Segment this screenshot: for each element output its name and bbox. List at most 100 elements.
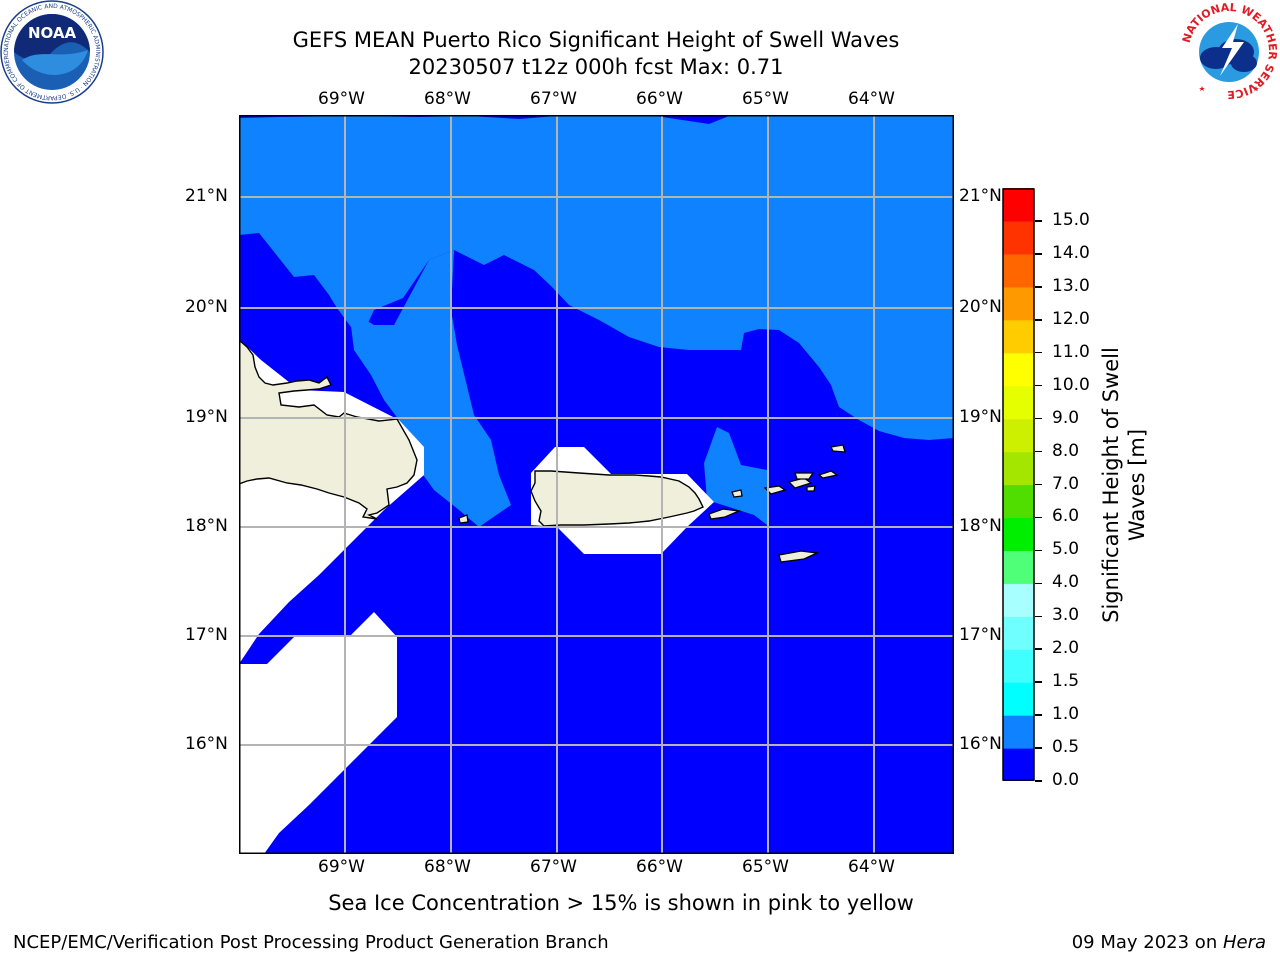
lat-label-left: 18°N: [185, 516, 228, 536]
colorbar-swatch: [1003, 253, 1034, 288]
lon-label-bottom: 69°W: [318, 857, 365, 877]
colorbar-tick-label: 7.0: [1052, 473, 1080, 494]
footer-credit: NCEP/EMC/Verification Post Processing Pr…: [13, 932, 609, 953]
colorbar-tick-mark: [1035, 615, 1042, 618]
chart-subtitle: 20230507 t12z 000h fcst Max: 0.71: [408, 55, 784, 79]
colorbar-tick-label: 11.0: [1052, 341, 1090, 362]
colorbar-tick-mark: [1035, 384, 1042, 387]
colorbar-swatch: [1003, 583, 1034, 617]
colorbar-swatch: [1003, 682, 1034, 716]
colorbar-tick-label: 1.0: [1052, 704, 1080, 725]
lon-label-top: 65°W: [742, 89, 789, 109]
lon-label-bottom: 65°W: [742, 857, 789, 877]
nws-logo: NATIONAL WEATHER SERVICE: [1179, 1, 1279, 101]
colorbar-swatch: [1003, 319, 1034, 354]
lon-label-top: 64°W: [848, 89, 895, 109]
colorbar-tick-label: 5.0: [1052, 539, 1080, 560]
swell-level-0p5-1: [349, 250, 511, 527]
colorbar-tick-mark: [1035, 220, 1042, 222]
lat-label-left: 20°N: [185, 297, 228, 317]
land-islet: [778, 550, 820, 563]
land-hispaniola: [239, 339, 418, 520]
colorbar-swatch: [1003, 220, 1034, 255]
colorbar-swatch: [1003, 616, 1034, 650]
footer-date: 09 May 2023 on Hera: [1072, 932, 1266, 953]
colorbar-swatch: [1003, 715, 1034, 749]
colorbar-swatch: [1003, 188, 1034, 222]
noaa-logo: NATIONAL OCEANIC AND ATMOSPHERIC ADMINIS…: [0, 0, 104, 104]
land-islet: [458, 514, 469, 524]
colorbar-tick-mark: [1035, 286, 1042, 288]
footer-date-text: 09 May 2023 on: [1071, 932, 1223, 953]
colorbar-swatch: [1003, 418, 1034, 453]
colorbar-tick-label: 13.0: [1052, 275, 1090, 296]
colorbar-swatch: [1003, 748, 1034, 781]
colorbar-tick-mark: [1035, 253, 1042, 255]
colorbar-tick-label: 2.0: [1052, 638, 1080, 659]
colorbar-tick-label: 15.0: [1052, 209, 1090, 230]
colorbar-swatch: [1003, 286, 1034, 321]
colorbar-tick-label: 14.0: [1052, 242, 1090, 263]
lon-label-top: 68°W: [424, 89, 471, 109]
colorbar-tick-mark: [1035, 747, 1042, 749]
colorbar-tick-mark: [1035, 417, 1042, 420]
colorbar-tick-mark: [1035, 714, 1042, 716]
colorbar-tick-mark: [1035, 351, 1042, 354]
lon-label-bottom: 66°W: [636, 857, 683, 877]
colorbar-swatch: [1003, 649, 1034, 683]
land-islet: [731, 489, 743, 498]
land-islet: [708, 508, 742, 520]
land-islet: [830, 444, 846, 453]
lat-label-left: 16°N: [185, 734, 228, 754]
colorbar: [1002, 188, 1035, 781]
lat-label-left: 21°N: [185, 186, 228, 206]
map-gridlines: [239, 115, 954, 854]
lat-label-right: 18°N: [959, 516, 1002, 536]
lat-label-right: 20°N: [959, 297, 1002, 317]
colorbar-tick-mark: [1035, 483, 1042, 486]
lat-label-right: 21°N: [959, 186, 1002, 206]
colorbar-tick-mark: [1035, 582, 1042, 585]
colorbar-tick-mark: [1035, 450, 1042, 453]
colorbar-tick-label: 12.0: [1052, 308, 1090, 329]
colorbar-tick-label: 3.0: [1052, 605, 1080, 626]
lon-label-top: 66°W: [636, 89, 683, 109]
lat-label-right: 16°N: [959, 734, 1002, 754]
lon-label-bottom: 68°W: [424, 857, 471, 877]
noaa-logo-text: NOAA: [28, 24, 77, 42]
masked-area-southwest: [239, 612, 397, 854]
colorbar-tick-label: 9.0: [1052, 407, 1080, 428]
map-frame: [239, 115, 954, 854]
colorbar-tick-mark: [1035, 319, 1042, 321]
lon-label-top: 67°W: [530, 89, 577, 109]
lon-label-bottom: 64°W: [848, 857, 895, 877]
lat-label-left: 19°N: [185, 407, 228, 427]
colorbar-swatch: [1003, 385, 1034, 420]
colorbar-swatch: [1003, 517, 1034, 551]
colorbar-tick-label: 4.0: [1052, 572, 1080, 593]
footer-host: Hera: [1222, 932, 1266, 953]
colorbar-swatch: [1003, 484, 1034, 519]
lat-label-right: 19°N: [959, 407, 1002, 427]
colorbar-tick-label: 8.0: [1052, 440, 1080, 461]
colorbar-tick-mark: [1035, 516, 1042, 519]
lat-label-right: 17°N: [959, 625, 1002, 645]
colorbar-tick-label: 1.5: [1052, 671, 1080, 692]
land-islet: [794, 472, 815, 480]
swell-level-0p5-1: [704, 427, 769, 525]
colorbar-tick-mark: [1035, 681, 1042, 683]
lon-label-bottom: 67°W: [530, 857, 577, 877]
colorbar-tick-label: 0.0: [1052, 770, 1080, 790]
colorbar-tick-mark: [1035, 549, 1042, 552]
colorbar-swatch: [1003, 352, 1034, 387]
colorbar-label: Significant Height of Swell Waves [m]: [1099, 347, 1149, 623]
map-plot: [239, 115, 954, 854]
land-puerto-rico: [530, 470, 704, 527]
chart-title: GEFS MEAN Puerto Rico Significant Height…: [292, 28, 900, 52]
colorbar-swatch: [1003, 451, 1034, 486]
land-islet: [806, 485, 816, 492]
lon-label-top: 69°W: [318, 89, 365, 109]
lat-label-left: 17°N: [185, 625, 228, 645]
sea-ice-note: Sea Ice Concentration > 15% is shown in …: [328, 891, 914, 915]
colorbar-tick-label: 10.0: [1052, 374, 1090, 395]
